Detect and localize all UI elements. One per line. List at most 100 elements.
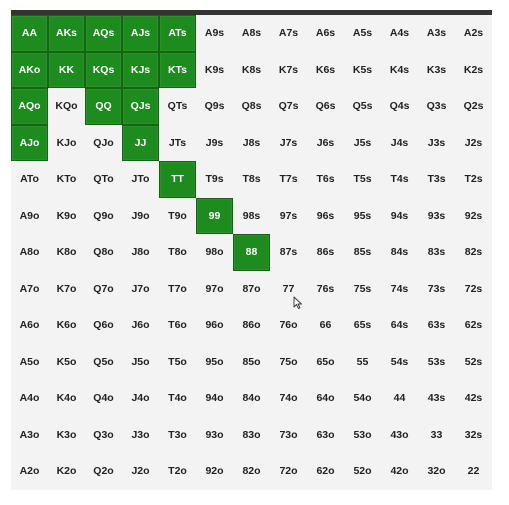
hand-cell[interactable]: K8o xyxy=(56,246,77,259)
hand-cell[interactable]: JTs xyxy=(168,136,187,149)
hand-cell[interactable]: 83o xyxy=(242,428,261,441)
hand-cell[interactable]: 87o xyxy=(242,282,261,295)
hand-cell[interactable]: A8o xyxy=(19,246,40,259)
hand-cell[interactable]: 74o xyxy=(279,392,298,405)
hand-cell-selected[interactable]: ATs xyxy=(159,15,196,52)
hand-cell[interactable]: J3o xyxy=(131,428,150,441)
hand-cell[interactable]: 97s xyxy=(279,209,298,222)
hand-cell[interactable]: JTo xyxy=(131,173,150,186)
hand-cell[interactable]: 52s xyxy=(464,355,483,368)
hand-cell[interactable]: A9o xyxy=(19,209,40,222)
hand-cell[interactable]: 64s xyxy=(390,319,409,332)
hand-cell[interactable]: Q6o xyxy=(93,319,114,332)
hand-cell[interactable]: J8s xyxy=(242,136,261,149)
hand-cell[interactable]: 64o xyxy=(316,392,335,405)
hand-cell[interactable]: A9s xyxy=(204,27,225,40)
hand-cell[interactable]: 93s xyxy=(427,209,446,222)
hand-cell[interactable]: K3s xyxy=(426,63,447,76)
hand-cell[interactable]: Q2s xyxy=(463,100,484,113)
hand-cell[interactable]: 75s xyxy=(353,282,372,295)
hand-cell-selected[interactable]: AQo xyxy=(11,88,48,125)
hand-cell[interactable]: 52o xyxy=(353,465,372,478)
hand-cell[interactable]: 98o xyxy=(205,246,224,259)
hand-cell[interactable]: T7o xyxy=(168,282,187,295)
hand-cell-selected[interactable]: KK xyxy=(48,51,85,88)
hand-cell[interactable]: 76o xyxy=(279,319,298,332)
hand-cell[interactable]: T6s xyxy=(316,173,335,186)
hand-cell[interactable]: K7o xyxy=(56,282,77,295)
hand-cell-selected[interactable]: KTs xyxy=(159,51,196,88)
hand-cell[interactable]: KTo xyxy=(56,173,77,186)
hand-cell[interactable]: 95o xyxy=(205,355,224,368)
hand-cell[interactable]: QTs xyxy=(167,100,188,113)
hand-cell[interactable]: 96s xyxy=(316,209,335,222)
hand-cell[interactable]: K5o xyxy=(56,355,77,368)
hand-cell[interactable]: 75o xyxy=(279,355,298,368)
hand-cell[interactable]: J9o xyxy=(131,209,150,222)
hand-cell[interactable]: QTo xyxy=(93,173,114,186)
hand-cell[interactable]: J5s xyxy=(353,136,372,149)
hand-cell[interactable]: T3s xyxy=(427,173,446,186)
hand-cell[interactable]: T4s xyxy=(390,173,409,186)
hand-cell[interactable]: J2o xyxy=(131,465,150,478)
hand-cell[interactable]: 97o xyxy=(205,282,224,295)
hand-cell[interactable]: 72s xyxy=(464,282,483,295)
hand-cell[interactable]: J5o xyxy=(131,355,150,368)
hand-cell-selected[interactable]: QJs xyxy=(122,88,159,125)
hand-cell[interactable]: K6o xyxy=(56,319,77,332)
hand-cell[interactable]: 94s xyxy=(390,209,409,222)
hand-cell[interactable]: K6s xyxy=(315,63,336,76)
hand-cell[interactable]: T2s xyxy=(464,173,483,186)
hand-cell-selected[interactable]: AJs xyxy=(122,15,159,52)
hand-cell[interactable]: 77 xyxy=(282,282,295,295)
hand-cell[interactable]: Q7o xyxy=(93,282,114,295)
hand-cell-selected[interactable]: AJo xyxy=(11,124,48,161)
hand-cell-selected[interactable]: 88 xyxy=(233,234,270,271)
hand-cell[interactable]: 62o xyxy=(316,465,335,478)
hand-cell[interactable]: Q8s xyxy=(241,100,262,113)
hand-cell[interactable]: J7o xyxy=(131,282,150,295)
hand-cell[interactable]: 43s xyxy=(427,392,446,405)
hand-cell[interactable]: Q9o xyxy=(93,209,114,222)
hand-cell[interactable]: 76s xyxy=(316,282,335,295)
hand-cell[interactable]: Q8o xyxy=(93,246,114,259)
hand-cell[interactable]: K3o xyxy=(56,428,77,441)
hand-cell[interactable]: K4o xyxy=(56,392,77,405)
hand-cell-selected[interactable]: AQs xyxy=(85,15,122,52)
hand-cell[interactable]: T9o xyxy=(168,209,187,222)
hand-cell[interactable]: 93o xyxy=(205,428,224,441)
hand-cell[interactable]: 85s xyxy=(353,246,372,259)
hand-cell[interactable]: 44 xyxy=(393,392,406,405)
hand-cell[interactable]: J9s xyxy=(205,136,224,149)
hand-cell[interactable]: Q9s xyxy=(204,100,225,113)
hand-cell[interactable]: J6s xyxy=(316,136,335,149)
hand-cell[interactable]: 85o xyxy=(242,355,261,368)
hand-cell[interactable]: A8s xyxy=(241,27,262,40)
hand-cell[interactable]: 94o xyxy=(205,392,224,405)
hand-cell[interactable]: 72o xyxy=(279,465,298,478)
hand-cell[interactable]: A2s xyxy=(463,27,484,40)
hand-cell[interactable]: QJo xyxy=(93,136,114,149)
hand-cell[interactable]: 92s xyxy=(464,209,483,222)
hand-cell[interactable]: A7o xyxy=(19,282,40,295)
hand-cell[interactable]: A7s xyxy=(278,27,299,40)
hand-cell[interactable]: 33 xyxy=(430,428,443,441)
hand-cell[interactable]: 86s xyxy=(316,246,335,259)
hand-cell[interactable]: Q2o xyxy=(93,465,114,478)
hand-cell[interactable]: J8o xyxy=(131,246,150,259)
hand-cell[interactable]: 54s xyxy=(390,355,409,368)
hand-cell-selected[interactable]: AKs xyxy=(48,15,85,52)
hand-cell[interactable]: 73o xyxy=(279,428,298,441)
hand-cell[interactable]: KQo xyxy=(55,100,78,113)
hand-cell[interactable]: A2o xyxy=(19,465,40,478)
hand-cell[interactable]: Q3s xyxy=(426,100,447,113)
hand-cell[interactable]: K7s xyxy=(278,63,299,76)
hand-cell[interactable]: 98s xyxy=(242,209,261,222)
hand-cell[interactable]: 22 xyxy=(467,465,480,478)
hand-cell[interactable]: 65s xyxy=(353,319,372,332)
hand-cell[interactable]: K9o xyxy=(56,209,77,222)
hand-cell[interactable]: 42s xyxy=(464,392,483,405)
hand-cell[interactable]: A4o xyxy=(19,392,40,405)
hand-cell[interactable]: K5s xyxy=(352,63,373,76)
hand-cell[interactable]: T8o xyxy=(168,246,187,259)
